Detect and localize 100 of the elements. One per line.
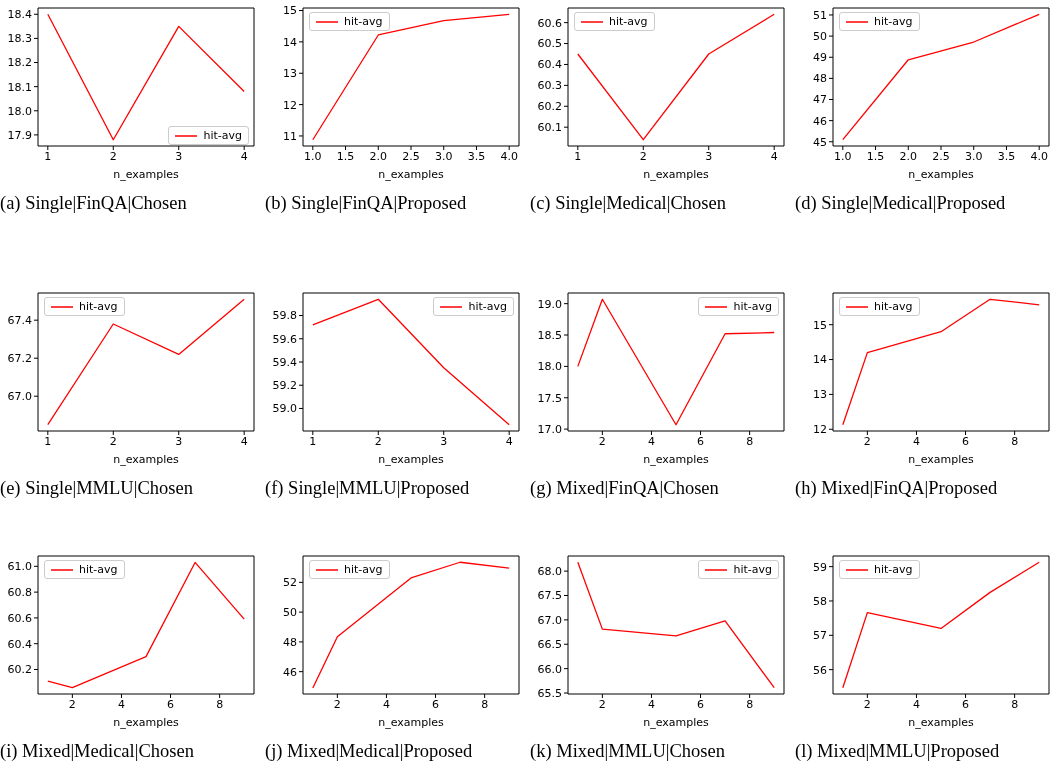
text: (k) Mixed|MMLU|Chosen [530,741,725,761]
y-tick-label: 60.1 [537,121,562,135]
x-tick-label: 2.0 [369,149,388,163]
y-tick-label: 60.8 [7,586,32,600]
legend-label: hit-avg [874,300,913,313]
text: (f) Single|MMLU|Proposed [265,478,470,498]
x-tick-label: 2 [109,434,117,448]
y-tick-label: 48 [813,72,827,86]
text: (g) Mixed|FinQA|Chosen [530,478,719,498]
line-series [842,13,1040,141]
x-tick-label: 8 [481,697,489,711]
x-tick-label: 6 [962,697,970,711]
x-tick-label: 1 [309,434,317,448]
y-tick-label: 60.2 [537,100,562,114]
line-series [312,298,510,426]
x-tick-label: 1.0 [834,149,852,163]
y-tick-label: 17.5 [537,391,562,405]
text: (a) Single|FinQA|Chosen [0,193,187,213]
y-tick-label: 60.6 [7,611,32,625]
x-tick-label: 6 [697,434,705,448]
x-tick-label: 2 [639,149,647,163]
x-tick-label: 4.0 [1030,149,1048,163]
x-tick-label: 2 [598,697,606,711]
x-tick-label: 8 [746,434,754,448]
y-tick-label: 50 [813,30,827,44]
x-tick-label: 3 [440,434,448,448]
x-tick-label: 4 [117,697,125,711]
x-axis-title: n_examples [643,716,710,729]
y-tick-label: 58 [813,594,827,608]
legend-label: hit-avg [874,15,913,28]
y-tick-label: 14 [813,353,827,367]
y-tick-label: 60.4 [537,58,562,72]
x-tick-label: 3.5 [467,149,486,163]
x-tick-label: 6 [432,697,440,711]
y-tick-label: 13 [283,67,297,81]
line-series [577,561,775,689]
y-tick-label: 18.4 [7,8,32,22]
y-tick-label: 59 [813,560,827,574]
legend-label: hit-avg [609,15,648,28]
y-tick-label: 67.4 [7,314,32,328]
y-tick-label: 61.0 [7,560,32,574]
text: (l) Mixed|MMLU|Proposed [795,741,1001,762]
y-tick-label: 68.0 [537,565,562,579]
x-tick-label: 4 [382,697,390,711]
y-tick-label: 59.4 [272,355,297,369]
legend-label: hit-avg [344,563,383,576]
y-tick-label: 18.1 [7,80,32,94]
x-tick-label: 3 [175,149,183,163]
x-tick-label: 8 [1011,697,1019,711]
x-tick-label: 2 [374,434,382,448]
x-tick-label: 1 [44,149,52,163]
x-tick-label: 8 [1011,434,1019,448]
y-tick-label: 66.5 [537,638,562,652]
x-tick-label: 2 [68,697,76,711]
y-tick-label: 50 [283,606,297,620]
x-tick-label: 3.0 [964,149,983,163]
y-tick-label: 51 [813,8,827,22]
legend-label: hit-avg [344,15,383,28]
x-axis-title: n_examples [908,453,975,466]
line-series [47,13,245,141]
x-tick-label: 2 [333,697,341,711]
x-tick-label: 1.5 [866,149,885,163]
line-series [47,561,245,689]
y-tick-label: 45 [813,135,827,149]
x-axis-title: n_examples [908,716,975,729]
text: (b) Single|FinQA|Proposed [265,193,467,213]
y-tick-label: 47 [813,93,827,107]
legend-label: hit-avg [874,563,913,576]
y-tick-label: 11 [283,129,297,143]
x-tick-label: 6 [962,434,970,448]
x-tick-label: 4.0 [500,149,518,163]
legend-label: hit-avg [203,129,242,142]
text: (c) Single|Medical|Chosen [530,193,726,213]
y-tick-label: 57 [813,629,827,643]
y-tick-label: 52 [283,576,297,590]
y-tick-label: 49 [813,51,827,65]
legend-label: hit-avg [79,563,118,576]
y-tick-label: 14 [283,35,297,49]
x-tick-label: 4 [505,434,513,448]
y-tick-label: 60.5 [537,37,562,51]
legend-label: hit-avg [733,300,772,313]
text: (j) Mixed|Medical|Proposed [265,741,473,761]
y-tick-label: 60.4 [7,637,32,651]
y-tick-label: 19.0 [537,297,562,311]
x-axis-title: n_examples [378,716,445,729]
x-axis-title: n_examples [113,168,180,181]
x-tick-label: 4 [647,697,655,711]
x-tick-label: 2.5 [402,149,420,163]
line-series [312,561,510,689]
y-tick-label: 18.0 [537,360,562,374]
y-tick-label: 59.8 [272,309,297,323]
x-tick-label: 2.5 [932,149,950,163]
x-tick-label: 4 [240,149,248,163]
x-axis-title: n_examples [378,453,445,466]
y-tick-label: 18.5 [537,328,562,342]
y-tick-label: 13 [813,388,827,402]
x-tick-label: 4 [647,434,655,448]
y-tick-label: 59.0 [272,402,297,416]
y-tick-label: 67.5 [537,589,562,603]
y-tick-label: 18.3 [7,32,32,46]
